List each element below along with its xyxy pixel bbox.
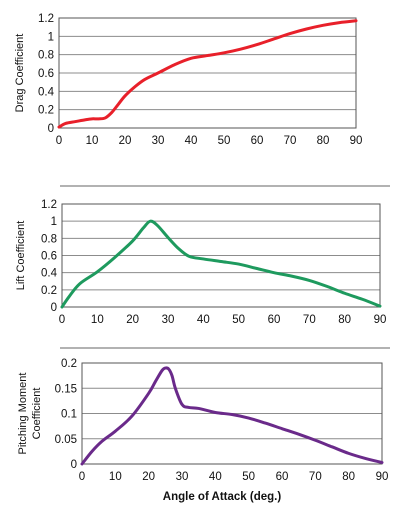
y-tick-label: 0.1 xyxy=(61,409,77,421)
y-tick-label: 0 xyxy=(48,123,54,135)
x-tick-label: 70 xyxy=(309,471,322,483)
x-tick-label: 20 xyxy=(126,314,139,326)
y-axis-label: Coefficient xyxy=(31,388,43,440)
x-tick-label: 50 xyxy=(242,471,255,483)
y-axis-label: Drag Coefficient xyxy=(14,34,26,113)
y-tick-label: 0.2 xyxy=(38,105,54,117)
x-tick-label: 60 xyxy=(276,471,289,483)
series-line xyxy=(57,19,358,129)
x-tick-label: 30 xyxy=(162,314,175,326)
y-tick-label: 0 xyxy=(51,302,57,314)
x-tick-label: 90 xyxy=(350,135,363,147)
y-tick-label: 0 xyxy=(71,459,77,471)
x-tick-label: 40 xyxy=(197,314,210,326)
x-tick-label: 70 xyxy=(303,314,316,326)
y-axis-label: Pitching Moment xyxy=(17,373,29,455)
y-tick-label: 0.6 xyxy=(41,251,57,263)
y-tick-label: 0.8 xyxy=(41,233,57,245)
x-axis-label: Angle of Attack (deg.) xyxy=(163,491,282,503)
x-tick-label: 0 xyxy=(56,135,62,147)
y-tick-label: 0.4 xyxy=(41,268,58,280)
x-tick-label: 20 xyxy=(142,471,155,483)
x-tick-label: 0 xyxy=(59,314,65,326)
chart-3: 0 0.05 0.1 0.15 0.2 0 10 20 30 40 50 60 70 80 90 Pitchi… xyxy=(17,358,388,503)
y-axis-label: Lift Coefficient xyxy=(15,221,27,291)
plot-area xyxy=(61,203,381,308)
y-tick-label: 1 xyxy=(51,216,57,228)
x-tick-label: 30 xyxy=(176,471,189,483)
x-tick-label: 90 xyxy=(376,471,389,483)
x-tick-label: 80 xyxy=(317,135,330,147)
x-tick-label: 50 xyxy=(218,135,231,147)
chart-2: 0 0.2 0.4 0.6 0.8 1 1.2 0 10 20 30 40 50 60 70 80 90 Lift… xyxy=(15,199,386,326)
series-line xyxy=(60,219,382,309)
y-tick-label: 0.6 xyxy=(38,68,54,80)
y-tick-label: 0.4 xyxy=(38,86,55,98)
x-tick-label: 60 xyxy=(268,314,281,326)
x-tick-label: 90 xyxy=(374,314,387,326)
x-tick-label: 10 xyxy=(109,471,122,483)
x-tick-label: 10 xyxy=(86,135,99,147)
x-tick-label: 20 xyxy=(119,135,132,147)
chart-1: 0 0.2 0.4 0.6 0.8 1 1.2 0 10 20 30 40 50 60 70 80 90 Drag… xyxy=(14,13,362,147)
plot-area xyxy=(58,17,357,129)
x-tick-label: 60 xyxy=(251,135,264,147)
x-tick-label: 80 xyxy=(338,314,351,326)
x-tick-label: 10 xyxy=(91,314,104,326)
y-tick-label: 0.05 xyxy=(55,434,77,446)
x-tick-label: 50 xyxy=(232,314,245,326)
y-tick-label: 0.15 xyxy=(55,383,77,395)
y-tick-label: 0.8 xyxy=(38,50,54,62)
x-tick-label: 40 xyxy=(185,135,198,147)
y-tick-label: 1.2 xyxy=(41,199,57,211)
y-tick-label: 1 xyxy=(48,31,54,43)
x-tick-label: 80 xyxy=(342,471,355,483)
x-tick-label: 40 xyxy=(209,471,222,483)
x-tick-label: 70 xyxy=(284,135,297,147)
x-tick-label: 30 xyxy=(152,135,165,147)
x-tick-label: 0 xyxy=(79,471,85,483)
series-line xyxy=(80,366,384,466)
y-tick-label: 0.2 xyxy=(41,285,57,297)
plot-area xyxy=(81,362,383,465)
y-tick-label: 1.2 xyxy=(38,13,54,25)
y-tick-label: 0.2 xyxy=(61,358,77,370)
